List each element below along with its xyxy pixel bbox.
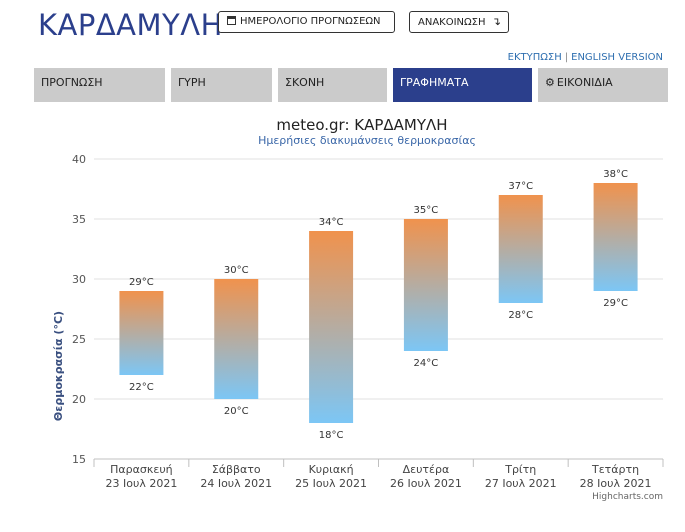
x-tick-label-date: 24 Ιουλ 2021 — [200, 477, 272, 490]
temperature-range-bar[interactable] — [214, 279, 259, 399]
chart-subtitle: Ημερήσιες διακυμάνσεις θερμοκρασίας — [258, 134, 476, 147]
x-tick-label-day: Τετάρτη — [591, 463, 639, 476]
y-tick-label: 30 — [72, 273, 86, 286]
temperature-range-bar[interactable] — [403, 219, 448, 351]
x-tick-label-day: Παρασκευή — [110, 463, 173, 476]
x-tick-label-date: 25 Ιουλ 2021 — [295, 477, 367, 490]
y-tick-label: 20 — [72, 393, 86, 406]
temperature-range-bar[interactable] — [309, 231, 354, 423]
x-tick-label-day: Κυριακή — [309, 463, 354, 476]
x-tick-label-day: Σάββατο — [212, 463, 261, 476]
page-title: ΚΑΡΔΑΜΥΛΗ — [38, 8, 223, 42]
link-separator: | — [564, 52, 569, 63]
forecast-calendar-label: ΗΜΕΡΟΛΟΓΙΟ ΠΡΟΓΝΩΣΕΩΝ — [240, 16, 381, 27]
chart-title: meteo.gr: ΚΑΡΔΑΜΥΛΗ — [276, 116, 447, 134]
x-tick-label-date: 26 Ιουλ 2021 — [390, 477, 462, 490]
tab-charts-label: ΓΡΑΦΗΜΑΤΑ — [400, 76, 469, 89]
highcharts-credit[interactable]: Highcharts.com — [592, 492, 663, 502]
tab-pollen-label: ΓΥΡΗ — [178, 76, 206, 89]
tab-forecast-label: ΠΡΟΓΝΩΣΗ — [41, 76, 103, 89]
low-temp-label: 29°C — [603, 298, 628, 309]
high-temp-label: 34°C — [319, 217, 344, 228]
low-temp-label: 18°C — [319, 430, 344, 441]
low-temp-label: 28°C — [508, 310, 533, 321]
tab-dust[interactable]: ΣΚΟΝΗ — [278, 68, 387, 102]
english-version-link[interactable]: ENGLISH VERSION — [571, 52, 663, 63]
low-temp-label: 22°C — [129, 382, 154, 393]
y-axis-label: Θερμοκρασία (°C) — [52, 311, 65, 421]
top-links: ΕΚΤΥΠΩΣΗ | ENGLISH VERSION — [508, 52, 663, 63]
tab-forecast[interactable]: ΠΡΟΓΝΩΣΗ — [34, 68, 165, 102]
high-temp-label: 35°C — [414, 205, 439, 216]
temperature-chart: meteo.gr: ΚΑΡΔΑΜΥΛΗ Ημερήσιες διακυμάνσε… — [0, 108, 685, 532]
arrow-return-icon: ↴ — [491, 15, 501, 28]
x-tick-label-day: Δευτέρα — [403, 463, 450, 476]
announcement-label: ΑΝΑΚΟΙΝΩΣΗ — [418, 17, 486, 28]
forecast-calendar-button[interactable]: ΗΜΕΡΟΛΟΓΙΟ ΠΡΟΓΝΩΣΕΩΝ — [218, 11, 395, 33]
y-tick-label: 40 — [72, 153, 86, 166]
data-labels: 29°C 22°C 30°C 20°C 34°C 18°C 35°C 24°C 37°C 28°C… — [129, 169, 628, 441]
tab-dust-label: ΣΚΟΝΗ — [285, 76, 325, 89]
high-temp-label: 38°C — [603, 169, 628, 180]
x-tick-label-date: 23 Ιουλ 2021 — [105, 477, 177, 490]
tab-icons-label: ΕΙΚΟΝΙΔΙΑ — [556, 76, 613, 89]
x-tick-label-date: 28 Ιουλ 2021 — [580, 477, 652, 490]
y-tick-label: 35 — [72, 213, 86, 226]
temperature-range-bar[interactable] — [593, 183, 638, 291]
high-temp-label: 37°C — [508, 181, 533, 192]
temperature-range-bar[interactable] — [119, 291, 164, 375]
x-tick-label-date: 27 Ιουλ 2021 — [485, 477, 557, 490]
x-tick-label-day: Τρίτη — [504, 463, 536, 476]
gear-icon: ⚙ — [545, 76, 555, 89]
print-link[interactable]: ΕΚΤΥΠΩΣΗ — [507, 52, 562, 63]
high-temp-label: 29°C — [129, 277, 154, 288]
tab-charts[interactable]: ΓΡΑΦΗΜΑΤΑ — [393, 68, 532, 102]
low-temp-label: 24°C — [414, 358, 439, 369]
grid: 15 20 25 30 35 40 — [72, 153, 663, 466]
tab-pollen[interactable]: ΓΥΡΗ — [171, 68, 272, 102]
bars — [119, 183, 638, 423]
y-tick-label: 15 — [72, 453, 86, 466]
low-temp-label: 20°C — [224, 406, 249, 417]
chart-svg: meteo.gr: ΚΑΡΔΑΜΥΛΗ Ημερήσιες διακυμάνσε… — [52, 116, 664, 502]
high-temp-label: 30°C — [224, 265, 249, 276]
temperature-range-bar[interactable] — [498, 195, 543, 303]
y-tick-label: 25 — [72, 333, 86, 346]
tab-icons[interactable]: ⚙ ΕΙΚΟΝΙΔΙΑ — [538, 68, 668, 102]
calendar-icon — [227, 16, 236, 25]
announcement-button[interactable]: ΑΝΑΚΟΙΝΩΣΗ ↴ — [409, 11, 509, 33]
